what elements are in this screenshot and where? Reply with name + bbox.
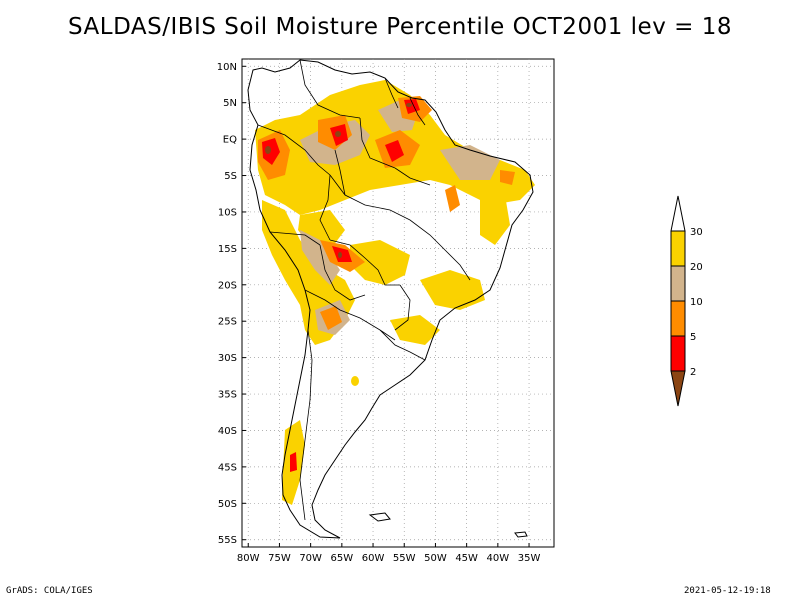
lon-tick-label: 55W bbox=[393, 553, 416, 564]
moisture-patch bbox=[262, 138, 280, 165]
legend-swatch-below bbox=[670, 370, 686, 407]
moisture-patch bbox=[351, 376, 359, 386]
lon-tick-label: 40W bbox=[487, 553, 510, 564]
moisture-patch bbox=[445, 185, 460, 212]
legend-label: 10 bbox=[690, 297, 703, 308]
legend-label: 20 bbox=[690, 262, 703, 273]
lat-tick-label: 15S bbox=[218, 244, 237, 255]
coastline bbox=[514, 531, 528, 538]
legend-label: 30 bbox=[690, 227, 703, 238]
country-border bbox=[299, 59, 361, 119]
moisture-patch bbox=[385, 140, 404, 162]
legend-swatch-2-5 bbox=[670, 335, 686, 372]
country-border bbox=[329, 239, 400, 286]
lon-tick-label: 65W bbox=[331, 553, 354, 564]
country-border bbox=[384, 77, 399, 109]
lat-tick-label: 55S bbox=[218, 535, 237, 546]
country-border bbox=[319, 174, 331, 241]
country-border bbox=[269, 231, 321, 246]
lon-tick-label: 70W bbox=[299, 553, 322, 564]
country-border bbox=[409, 97, 426, 126]
country-border bbox=[257, 124, 331, 176]
moisture-patch bbox=[265, 146, 271, 154]
legend-swatch-20-30 bbox=[670, 230, 686, 267]
lon-tick-label: 60W bbox=[362, 553, 385, 564]
lat-tick-label: 10N bbox=[217, 62, 237, 73]
moisture-patch bbox=[335, 131, 341, 137]
country-border bbox=[394, 284, 411, 331]
moisture-patch bbox=[332, 246, 352, 262]
lon-tick-label: 35W bbox=[518, 553, 541, 564]
lat-tick-label: EQ bbox=[223, 135, 237, 146]
grads-credit: GrADS: COLA/IGES bbox=[6, 586, 93, 596]
coastline bbox=[368, 512, 391, 522]
moisture-patch bbox=[406, 103, 412, 107]
moisture-patch bbox=[290, 452, 297, 472]
moisture-patch bbox=[480, 195, 510, 245]
lon-tick-label: 80W bbox=[237, 553, 260, 564]
lon-tick-label: 50W bbox=[424, 553, 447, 564]
lon-tick-label: 75W bbox=[268, 553, 291, 564]
legend-label: 2 bbox=[690, 367, 696, 378]
chart-title: SALDAS/IBIS Soil Moisture Percentile OCT… bbox=[68, 14, 732, 40]
country-border bbox=[334, 149, 346, 196]
lon-tick-label: 45W bbox=[455, 553, 478, 564]
moisture-patch bbox=[390, 315, 440, 345]
moisture-patch bbox=[350, 240, 410, 285]
moisture-patch bbox=[300, 230, 340, 285]
lat-tick-label: 45S bbox=[218, 462, 237, 473]
soil-moisture-fill bbox=[255, 80, 535, 505]
country-border bbox=[329, 174, 471, 281]
lat-tick-label: 20S bbox=[218, 280, 237, 291]
coastline-boundaries bbox=[247, 59, 534, 539]
legend-swatch-above bbox=[670, 195, 686, 232]
axis-ticks: 10N 5N EQ 5S 10S 15S 20S 25S 30S 35S 40S 45S 50S 55S8… bbox=[217, 62, 541, 564]
colorbar-legend: 30 20 10 5 2 bbox=[670, 195, 703, 407]
lat-tick-label: 50S bbox=[218, 499, 237, 510]
country-border bbox=[304, 289, 396, 341]
moisture-patch bbox=[440, 145, 500, 180]
moisture-patch bbox=[420, 270, 485, 310]
legend-swatch-10-20 bbox=[670, 265, 686, 302]
coastline bbox=[247, 59, 534, 539]
lat-tick-label: 10S bbox=[218, 207, 237, 218]
country-border bbox=[379, 329, 426, 361]
lat-tick-label: 5N bbox=[223, 98, 237, 109]
lat-tick-label: 25S bbox=[218, 317, 237, 328]
moisture-patch bbox=[320, 306, 342, 330]
country-border bbox=[359, 117, 396, 169]
map-frame bbox=[241, 58, 555, 548]
moisture-patch bbox=[338, 252, 342, 258]
grid-lines bbox=[242, 59, 554, 547]
timestamp: 2021-05-12-19:18 bbox=[684, 586, 771, 596]
lat-tick-label: 35S bbox=[218, 390, 237, 401]
lat-tick-label: 30S bbox=[218, 353, 237, 364]
country-border bbox=[319, 244, 366, 301]
country-border bbox=[299, 329, 313, 521]
legend-label: 5 bbox=[690, 332, 696, 343]
legend-swatch-5-10 bbox=[670, 300, 686, 337]
lat-tick-label: 40S bbox=[218, 426, 237, 437]
lat-tick-label: 5S bbox=[224, 171, 237, 182]
moisture-patch bbox=[500, 170, 515, 185]
country-border bbox=[394, 167, 431, 186]
